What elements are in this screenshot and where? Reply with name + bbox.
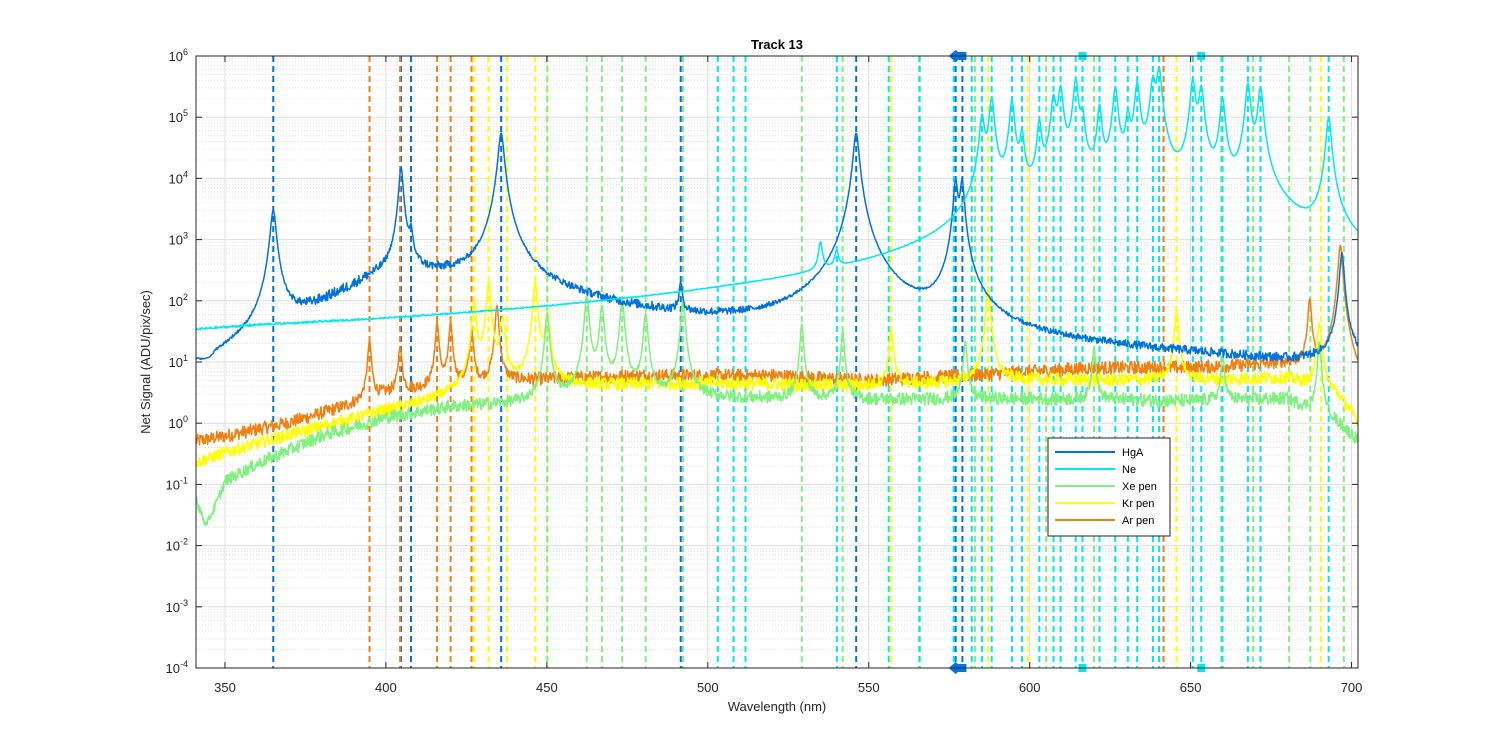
y-tick-label: 10-2 <box>166 537 188 554</box>
legend-label: HgA <box>1122 447 1144 459</box>
x-tick-labels: 350 400 450 500 550 600 650 700 <box>214 680 1362 695</box>
y-tick-label: 102 <box>169 292 188 309</box>
y-tick-label: 10-3 <box>166 598 188 615</box>
legend-label: Xe pen <box>1122 481 1157 493</box>
axis-ticks <box>196 55 1358 669</box>
x-tick-label: 400 <box>375 680 397 695</box>
x-tick-label: 500 <box>697 680 719 695</box>
series-lines <box>195 66 1359 526</box>
x-axis-label: Wavelength (nm) <box>728 699 827 714</box>
y-tick-label: 100 <box>169 414 188 431</box>
reference-lines <box>272 56 1345 668</box>
y-tick-label: 10-4 <box>166 659 188 676</box>
legend-label: Ar pen <box>1122 515 1154 527</box>
series-line-xe-pen <box>195 294 1359 526</box>
series-line-ar-pen <box>195 244 1359 446</box>
series-line-hga <box>195 132 1359 362</box>
x-tick-label: 550 <box>858 680 880 695</box>
y-tick-label: 105 <box>169 108 188 125</box>
chart-title: Track 13 <box>751 37 803 52</box>
y-tick-label: 103 <box>169 231 188 248</box>
legend: HgA Ne Xe pen Kr pen Ar pen <box>1047 437 1171 537</box>
y-tick-label: 101 <box>169 353 188 370</box>
y-tick-label: 104 <box>169 169 188 186</box>
y-tick-labels: 10-4 10-3 10-2 10-1 100 101 102 103 104 105 106 <box>166 47 188 676</box>
series-line-kr-pen <box>195 280 1359 468</box>
x-tick-label: 600 <box>1019 680 1041 695</box>
x-tick-label: 450 <box>536 680 558 695</box>
x-tick-label: 700 <box>1341 680 1363 695</box>
legend-label: Ne <box>1122 464 1136 476</box>
y-axis-label: Net Signal (ADU/pix/sec) <box>138 290 153 434</box>
legend-label: Kr pen <box>1122 498 1154 510</box>
x-tick-label: 650 <box>1180 680 1202 695</box>
y-tick-label: 106 <box>169 47 188 64</box>
series-line-ne <box>195 66 1359 331</box>
x-tick-label: 350 <box>214 680 236 695</box>
y-tick-label: 10-1 <box>166 475 188 492</box>
